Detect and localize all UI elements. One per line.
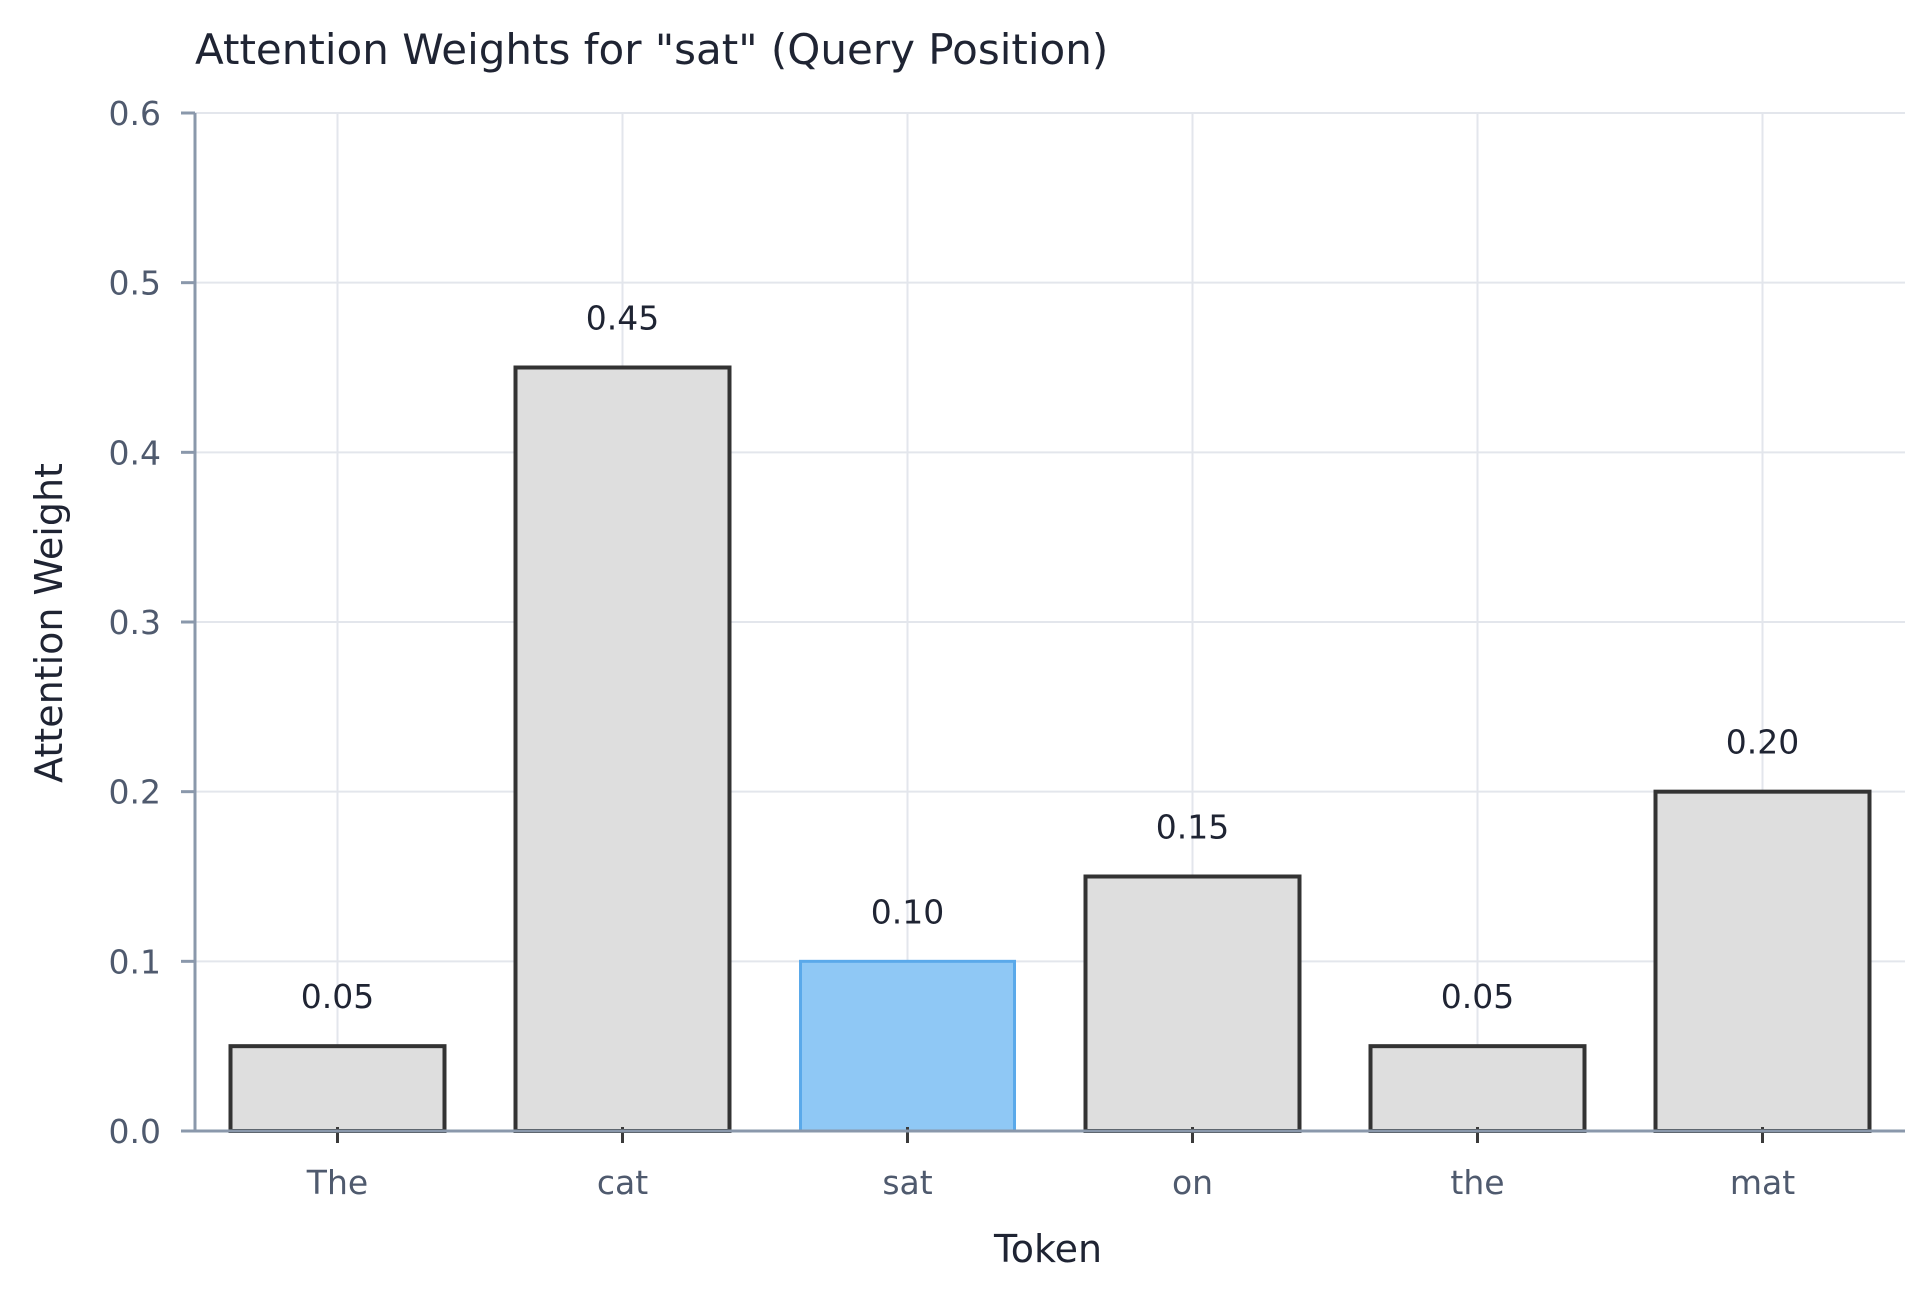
y-axis-title: Attention Weight xyxy=(27,463,71,783)
bar-The xyxy=(228,1044,447,1133)
y-tick-label: 0.6 xyxy=(109,94,161,133)
bar-value-label: 0.05 xyxy=(301,977,374,1016)
y-tick-label: 0.5 xyxy=(109,264,161,303)
x-tick-label: the xyxy=(1450,1163,1504,1202)
x-tick-label: cat xyxy=(597,1163,648,1202)
bar-value-label: 0.45 xyxy=(586,299,659,338)
axes xyxy=(181,111,1905,1143)
chart-title: Attention Weights for "sat" (Query Posit… xyxy=(195,25,1108,74)
bar-value-label: 0.10 xyxy=(871,892,944,931)
labels: 0.0 0.1 0.2 0.3 0.4 0.5 0.6 0.05 The 0.45 cat 0.10 s… xyxy=(109,94,1800,1202)
bar-cat xyxy=(513,365,732,1133)
y-tick-label: 0.2 xyxy=(109,773,161,812)
y-tick-label: 0.4 xyxy=(109,433,161,472)
bar-value-label: 0.15 xyxy=(1156,808,1229,847)
grid-lines xyxy=(195,112,1905,1132)
y-tick-label: 0.3 xyxy=(109,603,161,642)
bar-on xyxy=(1083,874,1302,1133)
bars xyxy=(228,365,1872,1134)
bar-value-label: 0.20 xyxy=(1726,723,1799,762)
x-tick-label: on xyxy=(1172,1163,1213,1202)
y-tick-label: 0.0 xyxy=(109,1112,161,1151)
x-axis-title: Token xyxy=(993,1227,1102,1271)
bar-value-label: 0.05 xyxy=(1441,977,1514,1016)
x-tick-label: sat xyxy=(882,1163,932,1202)
highlighted-bar-sat xyxy=(799,959,1016,1133)
x-tick-label: The xyxy=(306,1163,368,1202)
y-tick-label: 0.1 xyxy=(109,942,161,981)
x-tick-label: mat xyxy=(1730,1163,1795,1202)
bar-the xyxy=(1368,1044,1587,1133)
bar-mat xyxy=(1653,789,1872,1134)
